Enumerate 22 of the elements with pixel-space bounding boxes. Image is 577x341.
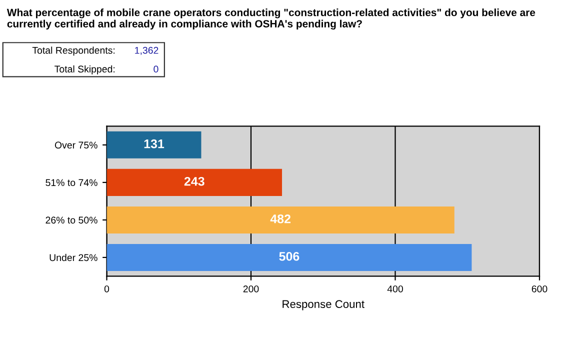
data-label: 243: [184, 176, 204, 186]
text: 1,362: [135, 46, 158, 55]
y-tick-label: Over 75%: [54, 142, 98, 149]
x-axis-title: Response Count: [282, 300, 364, 310]
x-tick-label: 0: [104, 285, 110, 292]
text: Total Respondents:: [32, 46, 115, 56]
y-tick-label: Under 25%: [50, 254, 98, 262]
bar: [106, 168, 282, 196]
data-label: 482: [270, 214, 290, 224]
x-tick-label: 200: [243, 285, 259, 292]
data-label: 131: [144, 139, 164, 148]
bar: [106, 131, 202, 158]
x-tick-label: 600: [532, 285, 548, 292]
text: Total Skipped:: [54, 65, 115, 74]
chart-title: What percentage of mobile crane operators conducting "construction-related activities" do you believe are currently certified and already in compliance with OSHA's pending law?: [6, 8, 536, 30]
bar: [106, 244, 472, 271]
text: 0: [154, 66, 158, 73]
y-tick-label: 51% to 74%: [46, 179, 98, 186]
x-tick-label: 400: [387, 285, 403, 292]
bar: [106, 206, 454, 234]
data-label: 506: [279, 252, 300, 261]
y-tick-label: 26% to 50%: [46, 216, 98, 224]
